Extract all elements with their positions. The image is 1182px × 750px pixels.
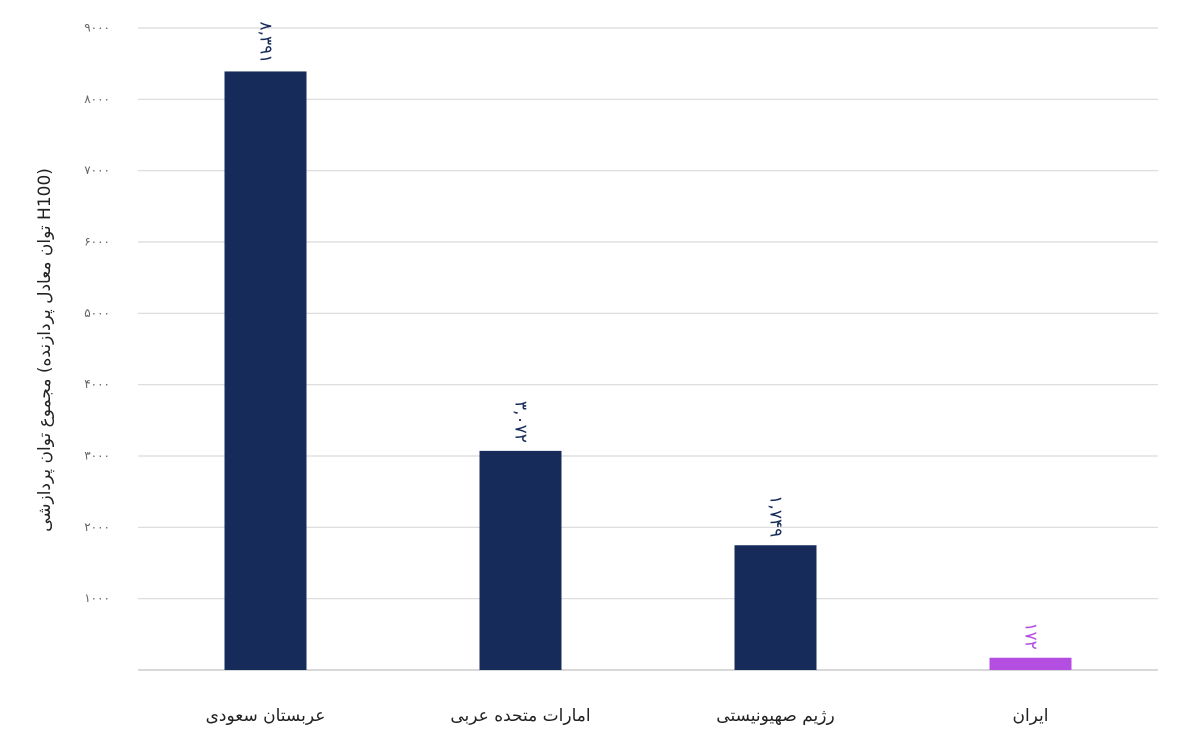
y-axis-title: مجموع توان پردازشی (توان معادل پردازنده … — [35, 168, 55, 532]
x-tick-label: امارات متحده عربی — [450, 706, 590, 726]
y-tick-label: ۴۰۰۰ — [84, 377, 110, 391]
x-tick-label: ایران — [1012, 706, 1048, 726]
bar — [479, 450, 562, 670]
x-tick-label: عربستان سعودی — [206, 706, 326, 726]
y-tick-label: ۹۰۰۰ — [84, 21, 110, 35]
bar — [989, 657, 1072, 670]
bar — [224, 71, 307, 670]
y-tick-label: ۳۰۰۰ — [84, 449, 110, 463]
value-label: ۸,۳۹۱ — [256, 22, 276, 64]
y-tick-label: ۷۰۰۰ — [84, 163, 110, 177]
x-tick-label: رژیم صهیونیستی — [716, 706, 834, 726]
value-label: ۳,۰۷۲ — [511, 401, 531, 443]
y-tick-label: ۱۰۰۰ — [84, 591, 110, 605]
y-tick-label: ۶۰۰۰ — [84, 235, 110, 249]
value-label: ۱۷۲ — [1021, 622, 1041, 649]
y-tick-label: ۸۰۰۰ — [84, 92, 110, 106]
bar — [734, 545, 817, 670]
y-tick-label: ۲۰۰۰ — [84, 520, 110, 534]
value-label: ۱,۷۴۹ — [766, 495, 786, 537]
y-tick-label: ۵۰۰۰ — [84, 306, 110, 320]
